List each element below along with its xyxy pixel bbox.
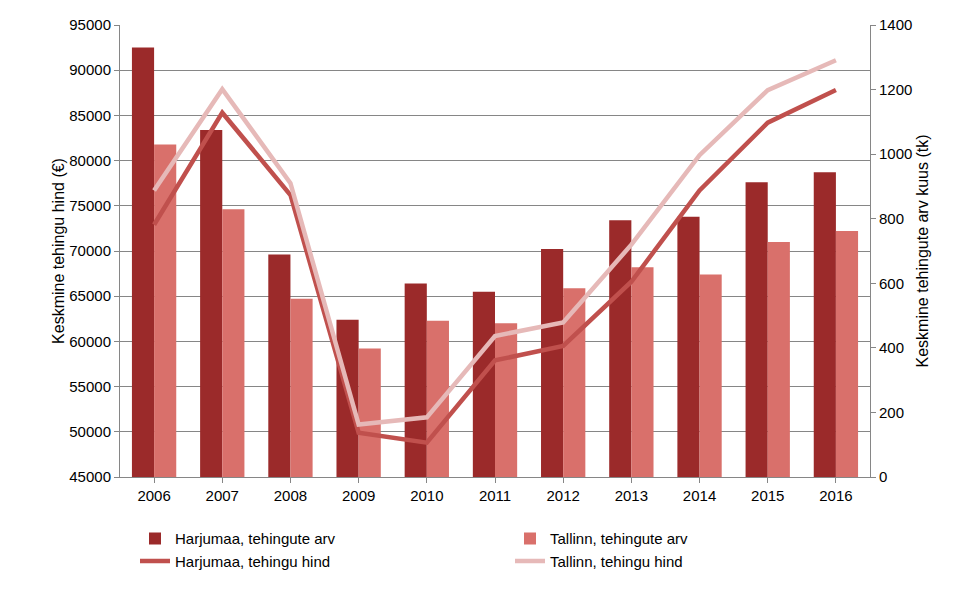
svg-text:2014: 2014 [683, 487, 716, 504]
svg-text:2011: 2011 [479, 487, 511, 504]
svg-text:Keskmine tehingute arv kuus (t: Keskmine tehingute arv kuus (tk) [914, 135, 931, 368]
svg-text:Harjumaa, tehingute arv: Harjumaa, tehingute arv [175, 530, 336, 547]
svg-text:2010: 2010 [410, 487, 443, 504]
svg-text:75000: 75000 [69, 197, 111, 214]
svg-text:85000: 85000 [69, 107, 111, 124]
svg-text:2008: 2008 [274, 487, 307, 504]
svg-text:Keskmine tehingu hind (€): Keskmine tehingu hind (€) [50, 158, 67, 344]
svg-text:Tallinn, tehingute arv: Tallinn, tehingute arv [550, 530, 688, 547]
svg-text:50000: 50000 [69, 423, 111, 440]
svg-text:2013: 2013 [615, 487, 648, 504]
svg-text:1400: 1400 [879, 16, 912, 33]
svg-text:2006: 2006 [137, 487, 170, 504]
svg-text:2012: 2012 [546, 487, 579, 504]
svg-text:2007: 2007 [206, 487, 239, 504]
svg-text:1200: 1200 [879, 81, 912, 98]
svg-text:800: 800 [879, 210, 904, 227]
svg-text:2016: 2016 [819, 487, 852, 504]
svg-text:80000: 80000 [69, 152, 111, 169]
svg-text:600: 600 [879, 275, 904, 292]
svg-text:65000: 65000 [69, 287, 111, 304]
svg-text:0: 0 [879, 468, 887, 485]
svg-text:Tallinn, tehingu hind: Tallinn, tehingu hind [550, 553, 683, 570]
svg-text:1000: 1000 [879, 145, 912, 162]
svg-text:70000: 70000 [69, 242, 111, 259]
svg-text:45000: 45000 [69, 468, 111, 485]
svg-text:90000: 90000 [69, 61, 111, 78]
svg-text:Harjumaa, tehingu hind: Harjumaa, tehingu hind [175, 553, 330, 570]
svg-text:60000: 60000 [69, 333, 111, 350]
svg-text:200: 200 [879, 404, 904, 421]
svg-text:95000: 95000 [69, 16, 111, 33]
svg-text:55000: 55000 [69, 378, 111, 395]
svg-text:400: 400 [879, 339, 904, 356]
svg-text:2009: 2009 [342, 487, 375, 504]
svg-text:2015: 2015 [751, 487, 784, 504]
